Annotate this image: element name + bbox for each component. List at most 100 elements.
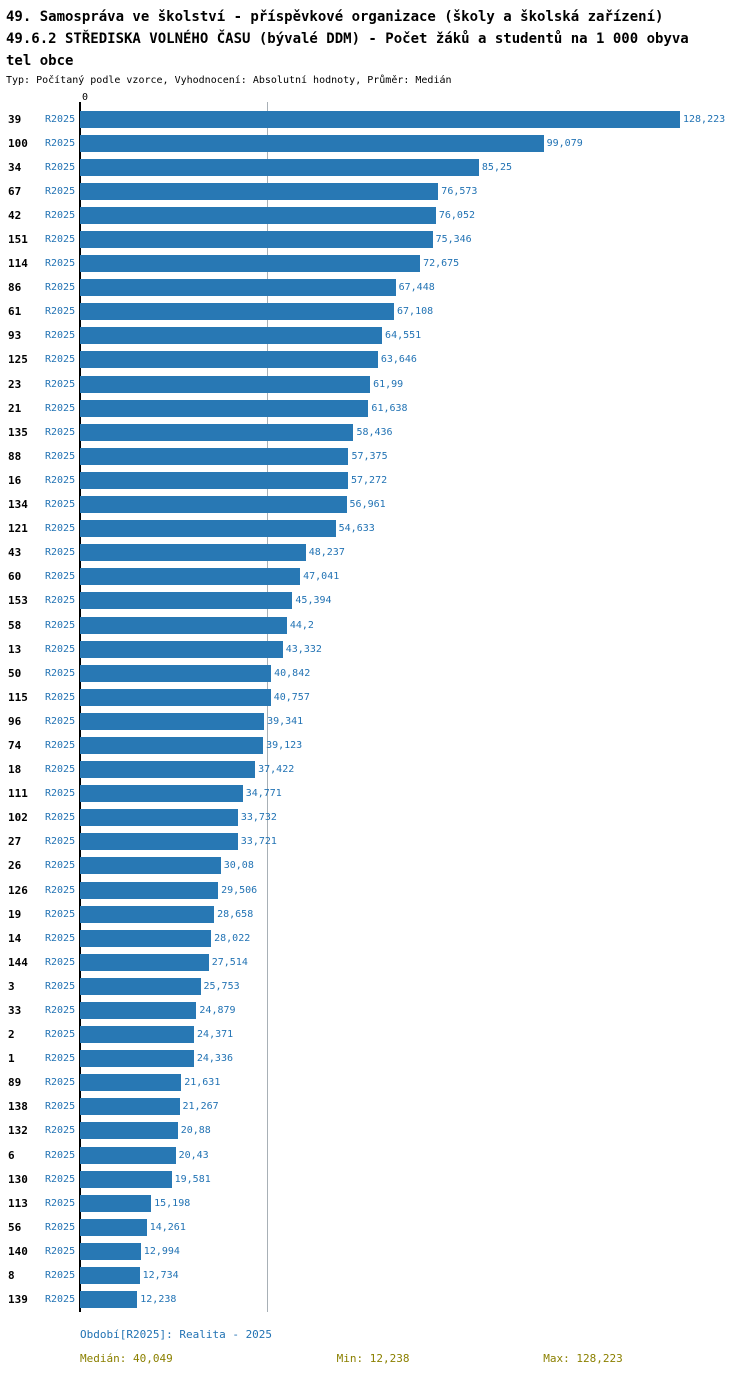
row-period-label: R2025 [45, 113, 76, 125]
bar-value-label: 33,732 [240, 812, 277, 824]
axis-zero-tick-label: 0 [82, 92, 89, 103]
bar[interactable] [80, 1074, 182, 1092]
bar[interactable] [80, 423, 354, 441]
bar[interactable] [80, 1122, 178, 1140]
bar[interactable] [80, 1267, 140, 1285]
bar[interactable] [80, 327, 383, 345]
bar[interactable] [80, 881, 219, 899]
bar-value-label: 40,842 [274, 667, 311, 679]
bar[interactable] [80, 1026, 195, 1044]
chart-row: 67 R2025 76,573 [0, 179, 750, 203]
bar-value-label: 28,022 [214, 932, 251, 944]
bar-value-label: 61,638 [371, 402, 408, 414]
bar[interactable] [80, 375, 371, 393]
row-id-label: 135 [8, 425, 28, 439]
row-period-label: R2025 [45, 354, 76, 366]
bar[interactable] [80, 977, 201, 995]
bar-value-label: 19,581 [174, 1173, 211, 1185]
row-id-label: 42 [8, 208, 22, 222]
bar-value-label: 75,346 [435, 234, 472, 246]
chart-title-line-2: 49.6.2 STŘEDISKA VOLNÉHO ČASU (bývalé DD… [6, 31, 689, 47]
chart-row: 6 R2025 20,43 [0, 1143, 750, 1167]
bar[interactable] [80, 688, 271, 706]
bar[interactable] [80, 399, 369, 417]
chart-row: 8 R2025 12,734 [0, 1264, 750, 1288]
bar-value-label: 47,041 [303, 571, 340, 583]
row-period-label: R2025 [45, 1294, 76, 1306]
chart-row: 89 R2025 21,631 [0, 1071, 750, 1095]
bar-value-label: 34,771 [245, 788, 282, 800]
chart-row: 1 R2025 24,336 [0, 1047, 750, 1071]
row-id-label: 93 [8, 329, 22, 343]
chart-title-line-1: 49. Samospráva ve školství - příspěvkové… [6, 9, 664, 25]
bar[interactable] [80, 496, 347, 514]
stat-median: Medián: 40,049 [80, 1351, 173, 1365]
bar-value-label: 24,879 [199, 1005, 236, 1017]
chart-row: 42 R2025 76,052 [0, 203, 750, 227]
bar[interactable] [80, 1002, 197, 1020]
bar-value-label: 64,551 [385, 330, 422, 342]
bar[interactable] [80, 544, 306, 562]
bar-value-label: 56,961 [349, 499, 386, 511]
bar[interactable] [80, 447, 349, 465]
bar[interactable] [80, 1218, 147, 1236]
row-id-label: 39 [8, 112, 22, 126]
bar[interactable] [80, 929, 212, 947]
bar[interactable] [80, 736, 264, 754]
bar[interactable] [80, 134, 544, 152]
row-id-label: 18 [8, 763, 22, 777]
bar[interactable] [80, 833, 238, 851]
chart-title-line-3: tel obce [6, 53, 74, 69]
bar[interactable] [80, 182, 439, 200]
bar[interactable] [80, 231, 433, 249]
row-id-label: 50 [8, 666, 22, 680]
bar-value-label: 27,514 [211, 956, 248, 968]
bar-value-label: 43,332 [285, 643, 322, 655]
bar[interactable] [80, 616, 287, 634]
bar[interactable] [80, 761, 256, 779]
bar[interactable] [80, 471, 348, 489]
bar[interactable] [80, 1194, 152, 1212]
bar[interactable] [80, 1098, 180, 1116]
bar[interactable] [80, 809, 238, 827]
row-id-label: 23 [8, 377, 22, 391]
bar[interactable] [80, 1170, 172, 1188]
bar[interactable] [80, 592, 293, 610]
bar-value-label: 67,108 [397, 306, 434, 318]
bar[interactable] [80, 1242, 141, 1260]
bar-value-label: 57,272 [351, 474, 388, 486]
bar[interactable] [80, 279, 396, 297]
row-period-label: R2025 [45, 836, 76, 848]
bar[interactable] [80, 712, 265, 730]
bar[interactable] [80, 110, 680, 128]
bar[interactable] [80, 664, 272, 682]
row-period-label: R2025 [45, 402, 76, 414]
bar[interactable] [80, 255, 421, 273]
row-period-label: R2025 [45, 330, 76, 342]
chart-row: 33 R2025 24,879 [0, 998, 750, 1022]
chart-row: 16 R2025 57,272 [0, 468, 750, 492]
chart-row: 130 R2025 19,581 [0, 1167, 750, 1191]
bar[interactable] [80, 857, 221, 875]
bar[interactable] [80, 351, 378, 369]
bar[interactable] [80, 640, 283, 658]
bar[interactable] [80, 303, 395, 321]
bar[interactable] [80, 905, 215, 923]
bar[interactable] [80, 1146, 176, 1164]
row-id-label: 74 [8, 738, 22, 752]
bar[interactable] [80, 1291, 138, 1309]
bar[interactable] [80, 206, 436, 224]
bar[interactable] [80, 953, 209, 971]
row-period-label: R2025 [45, 1173, 76, 1185]
row-period-label: R2025 [45, 1125, 76, 1137]
row-period-label: R2025 [45, 426, 76, 438]
bar[interactable] [80, 158, 479, 176]
chart-row: 113 R2025 15,198 [0, 1191, 750, 1215]
bar[interactable] [80, 568, 301, 586]
chart-row: 56 R2025 14,261 [0, 1215, 750, 1239]
row-period-label: R2025 [45, 1053, 76, 1065]
bar[interactable] [80, 520, 336, 538]
bar[interactable] [80, 785, 243, 803]
bar[interactable] [80, 1050, 194, 1068]
chart-row: 3 R2025 25,753 [0, 974, 750, 998]
